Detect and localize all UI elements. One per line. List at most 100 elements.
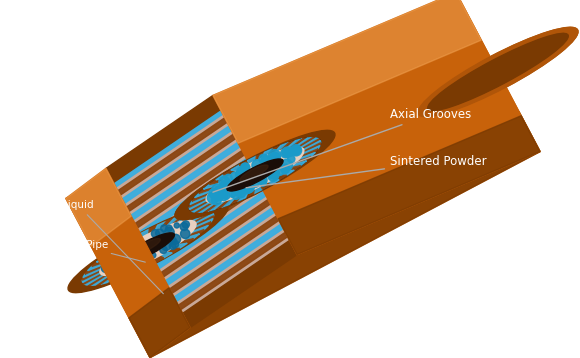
Circle shape xyxy=(223,203,227,207)
Circle shape xyxy=(180,223,188,231)
Circle shape xyxy=(213,207,216,210)
Polygon shape xyxy=(221,197,235,208)
Circle shape xyxy=(189,208,192,211)
Polygon shape xyxy=(114,270,129,280)
Circle shape xyxy=(131,240,141,250)
Polygon shape xyxy=(169,216,279,294)
Circle shape xyxy=(295,166,298,169)
Ellipse shape xyxy=(427,34,568,111)
Text: Liquid: Liquid xyxy=(62,200,164,294)
Circle shape xyxy=(197,210,200,213)
Circle shape xyxy=(104,260,114,268)
Circle shape xyxy=(252,159,263,170)
Circle shape xyxy=(122,243,132,253)
Circle shape xyxy=(285,147,293,156)
Circle shape xyxy=(125,246,132,253)
Polygon shape xyxy=(122,268,135,278)
Polygon shape xyxy=(139,262,147,271)
Polygon shape xyxy=(231,165,243,171)
Circle shape xyxy=(262,155,270,164)
Polygon shape xyxy=(245,189,254,198)
Polygon shape xyxy=(177,212,195,222)
Circle shape xyxy=(291,146,300,155)
Circle shape xyxy=(224,180,232,188)
Circle shape xyxy=(288,155,295,163)
Circle shape xyxy=(282,147,292,157)
Polygon shape xyxy=(192,222,211,232)
Circle shape xyxy=(222,192,230,199)
Polygon shape xyxy=(174,224,283,301)
Polygon shape xyxy=(178,232,288,310)
Circle shape xyxy=(269,169,278,179)
Polygon shape xyxy=(229,195,241,205)
Circle shape xyxy=(215,186,222,193)
Polygon shape xyxy=(303,143,321,153)
Polygon shape xyxy=(154,256,164,262)
Circle shape xyxy=(268,170,279,182)
Polygon shape xyxy=(274,142,289,153)
Circle shape xyxy=(281,148,290,158)
Polygon shape xyxy=(161,199,270,277)
Polygon shape xyxy=(197,203,216,212)
Ellipse shape xyxy=(248,162,274,177)
Polygon shape xyxy=(213,0,481,143)
Circle shape xyxy=(269,153,280,163)
Circle shape xyxy=(285,148,293,157)
Circle shape xyxy=(162,242,171,251)
Ellipse shape xyxy=(418,27,578,117)
Circle shape xyxy=(209,189,218,198)
Circle shape xyxy=(160,246,167,253)
Polygon shape xyxy=(147,259,155,267)
Polygon shape xyxy=(139,159,249,236)
Polygon shape xyxy=(208,201,224,211)
Polygon shape xyxy=(83,267,102,277)
Circle shape xyxy=(213,189,224,201)
Circle shape xyxy=(269,150,281,161)
Circle shape xyxy=(244,184,253,193)
Ellipse shape xyxy=(227,159,283,191)
Polygon shape xyxy=(129,112,540,358)
Circle shape xyxy=(284,144,287,146)
Polygon shape xyxy=(148,175,258,252)
Circle shape xyxy=(240,182,252,194)
Circle shape xyxy=(229,191,235,197)
Circle shape xyxy=(316,137,318,140)
Circle shape xyxy=(234,186,244,196)
Ellipse shape xyxy=(206,147,304,203)
Polygon shape xyxy=(92,258,110,266)
Circle shape xyxy=(221,185,228,192)
Circle shape xyxy=(120,263,126,268)
Polygon shape xyxy=(290,138,308,148)
Circle shape xyxy=(229,191,235,198)
Ellipse shape xyxy=(100,221,196,275)
Circle shape xyxy=(222,184,229,192)
Polygon shape xyxy=(82,271,100,282)
Circle shape xyxy=(207,192,219,203)
Circle shape xyxy=(136,258,143,265)
Ellipse shape xyxy=(68,203,228,293)
Polygon shape xyxy=(189,197,206,207)
Circle shape xyxy=(285,173,288,176)
Polygon shape xyxy=(66,0,540,358)
Polygon shape xyxy=(199,185,216,193)
Circle shape xyxy=(244,184,253,194)
Circle shape xyxy=(220,193,228,200)
Circle shape xyxy=(219,176,230,188)
Polygon shape xyxy=(209,178,226,184)
Polygon shape xyxy=(294,138,313,147)
Polygon shape xyxy=(130,142,240,220)
Polygon shape xyxy=(248,156,256,164)
Ellipse shape xyxy=(418,27,578,117)
Circle shape xyxy=(271,148,275,151)
Polygon shape xyxy=(183,211,201,221)
Circle shape xyxy=(235,199,238,202)
Polygon shape xyxy=(83,273,102,284)
Circle shape xyxy=(170,237,176,244)
Circle shape xyxy=(222,174,226,177)
Circle shape xyxy=(271,152,278,160)
Circle shape xyxy=(212,195,222,205)
Circle shape xyxy=(282,147,292,157)
Circle shape xyxy=(212,182,215,184)
Polygon shape xyxy=(88,261,107,271)
Circle shape xyxy=(203,188,206,191)
